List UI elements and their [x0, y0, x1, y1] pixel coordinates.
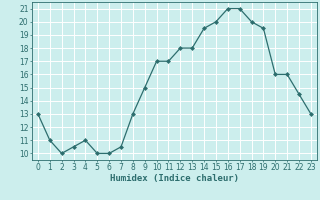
- X-axis label: Humidex (Indice chaleur): Humidex (Indice chaleur): [110, 174, 239, 183]
